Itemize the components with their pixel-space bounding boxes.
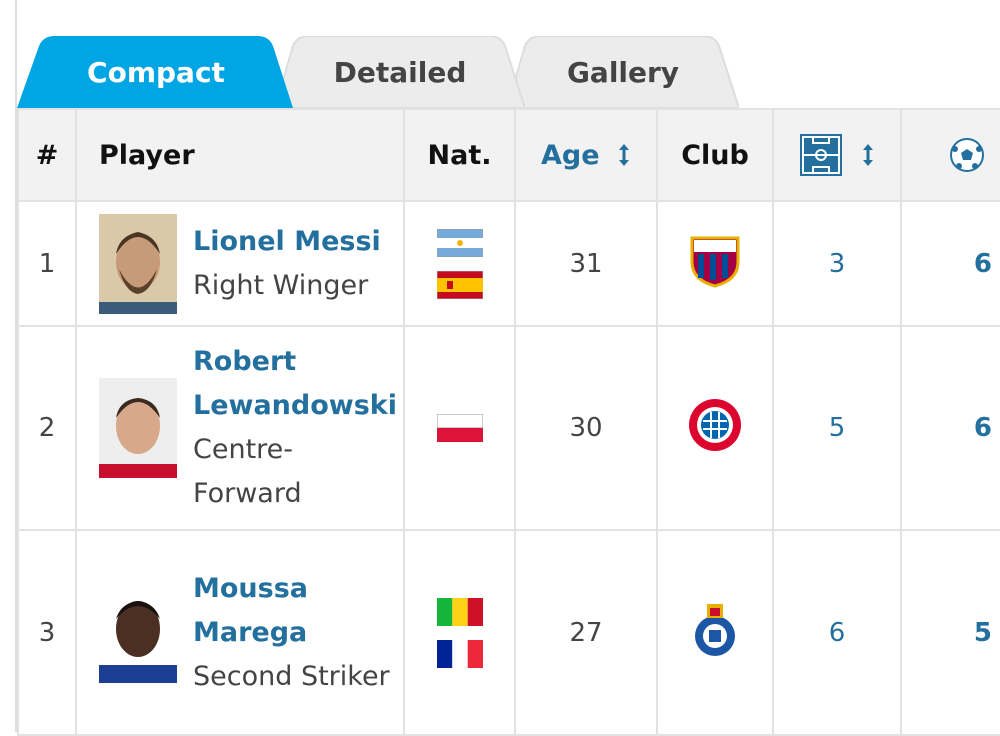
- player-row: 3 Moussa Marega Second Striker 27 6 5: [17, 529, 1000, 736]
- header-row: # Player Nat. Age Club: [17, 108, 1000, 202]
- header-cell: Player: [75, 108, 405, 202]
- goals[interactable]: 6: [900, 200, 1000, 327]
- age: 31: [514, 200, 658, 327]
- player-photo: [99, 378, 177, 478]
- pitch-icon: [800, 134, 843, 176]
- header-cell[interactable]: [772, 108, 902, 202]
- rank: 3: [17, 529, 77, 736]
- tab[interactable]: Gallery: [507, 36, 739, 108]
- matches[interactable]: 3: [772, 200, 902, 327]
- header-cell: Club: [656, 108, 774, 202]
- club-logo: [689, 398, 741, 451]
- flag: [436, 228, 483, 257]
- player-position: Centre-Forward: [193, 434, 302, 509]
- player-table: # Player Nat. Age Club 1 Lionel Messi Rig…: [17, 108, 1000, 736]
- tab-bar: Gallery Detailed Compact: [17, 36, 1000, 108]
- tab-label: Detailed: [333, 55, 467, 89]
- header-cell: [900, 108, 1000, 202]
- header-cell[interactable]: Age: [514, 108, 658, 202]
- club-logo: [695, 604, 735, 656]
- flag: [436, 414, 483, 442]
- tab[interactable]: Compact: [17, 36, 295, 108]
- goals[interactable]: 6: [900, 325, 1000, 531]
- header-cell: #: [17, 108, 77, 202]
- tab-label: Compact: [87, 55, 225, 89]
- tab-view: Gallery Detailed Compact # Player Nat. A…: [15, 0, 1000, 736]
- header-cell: Nat.: [403, 108, 516, 202]
- header-label: Age: [541, 139, 600, 171]
- player-name[interactable]: Lionel Messi: [193, 225, 381, 257]
- sort-icon: [618, 143, 629, 166]
- flag: [436, 639, 483, 668]
- goals[interactable]: 5: [900, 529, 1000, 736]
- ball-icon: [950, 138, 984, 172]
- player-position: Right Winger: [193, 269, 369, 301]
- club-logo: [690, 236, 740, 288]
- player-position: Second Striker: [193, 660, 390, 692]
- player-name[interactable]: Moussa Marega: [193, 572, 309, 648]
- rank: 2: [17, 325, 77, 531]
- player-photo: [99, 582, 177, 683]
- player-row: 1 Lionel Messi Right Winger 31 3 6: [17, 200, 1000, 327]
- age: 30: [514, 325, 658, 531]
- flag: [436, 597, 483, 626]
- matches[interactable]: 5: [772, 325, 902, 531]
- matches[interactable]: 6: [772, 529, 902, 736]
- rank: 1: [17, 200, 77, 327]
- tab[interactable]: Detailed: [275, 36, 525, 108]
- player-row: 2 Robert Lewandowski Centre-Forward 30 5 …: [17, 325, 1000, 531]
- player-photo: [99, 213, 177, 314]
- player-name[interactable]: Robert Lewandowski: [193, 346, 398, 421]
- sort-icon: [862, 144, 873, 166]
- tab-label: Gallery: [566, 55, 680, 89]
- age: 27: [514, 529, 658, 736]
- flag: [436, 270, 483, 299]
